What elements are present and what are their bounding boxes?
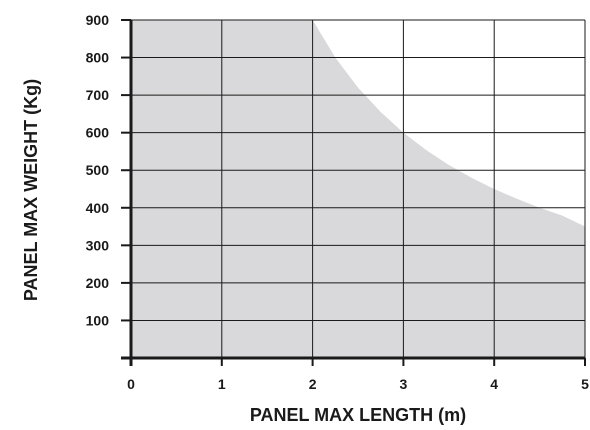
plot-area xyxy=(131,20,585,358)
x-tick-label-4: 4 xyxy=(490,376,498,392)
grid xyxy=(131,19,586,358)
x-tick-label-3: 3 xyxy=(400,376,408,392)
y-tick-label-500: 500 xyxy=(86,162,110,178)
x-tick-label-2: 2 xyxy=(309,376,317,392)
y-tick-label-400: 400 xyxy=(86,200,110,216)
y-tick-label-900: 900 xyxy=(86,12,110,28)
weight-area xyxy=(131,20,585,358)
x-tick-label-1: 1 xyxy=(218,376,226,392)
y-tick-labels: 100 200 300 400 500 600 700 800 900 xyxy=(86,12,110,328)
x-tick-label-0: 0 xyxy=(127,376,135,392)
x-axis-title: PANEL MAX LENGTH (m) xyxy=(250,405,466,425)
y-tick-label-700: 700 xyxy=(86,87,110,103)
axes xyxy=(121,19,586,366)
x-tick-label-5: 5 xyxy=(581,376,589,392)
y-tick-label-300: 300 xyxy=(86,237,110,253)
y-axis-title: PANEL MAX WEIGHT (Kg) xyxy=(21,79,41,301)
y-tick-label-600: 600 xyxy=(86,125,110,141)
x-tick-labels: 0 1 2 3 4 5 xyxy=(127,376,589,392)
y-tick-label-100: 100 xyxy=(86,312,110,328)
y-tick-label-800: 800 xyxy=(86,50,110,66)
y-tick-label-200: 200 xyxy=(86,275,110,291)
